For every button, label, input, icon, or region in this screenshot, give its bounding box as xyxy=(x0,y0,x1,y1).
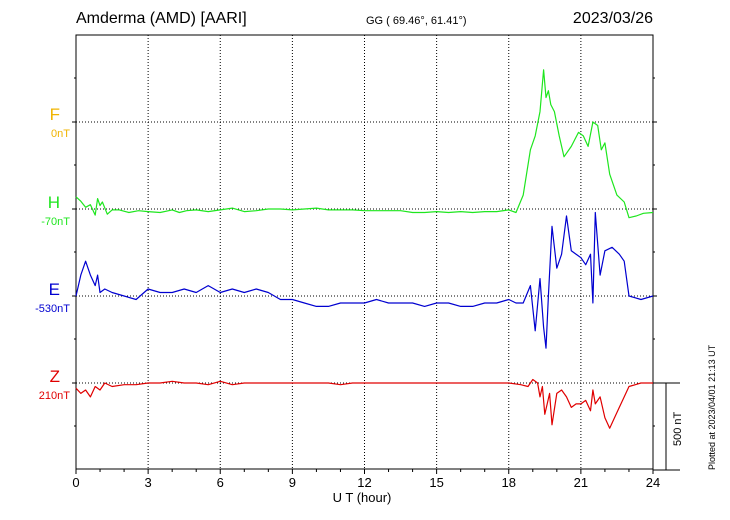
channel-name-f: F xyxy=(49,105,60,124)
channel-name-e: E xyxy=(48,280,60,299)
channel-name-z: Z xyxy=(49,367,60,386)
series-trace-z xyxy=(75,378,653,429)
x-tick-label: 21 xyxy=(574,475,588,490)
x-tick-label: 24 xyxy=(646,475,660,490)
channel-name-h: H xyxy=(47,193,60,212)
x-tick-label: 12 xyxy=(357,475,371,490)
channel-offset-e: -530nT xyxy=(35,303,70,315)
channel-offset-f: 0nT xyxy=(51,128,70,140)
channel-offset-z: 210nT xyxy=(38,390,70,402)
series-trace-e xyxy=(75,211,654,349)
series-trace-h xyxy=(75,69,654,219)
station-name: Amderma (AMD) [AARI] xyxy=(76,10,247,27)
x-tick-label: 18 xyxy=(502,475,516,490)
x-tick-label: 15 xyxy=(429,475,443,490)
plotted-timestamp: Plotted at 2023/04/01 21:13 UT xyxy=(707,344,717,470)
scale-bar-label: 500 nT xyxy=(672,411,684,446)
x-tick-label: 9 xyxy=(289,475,296,490)
x-tick-label: 3 xyxy=(145,475,152,490)
x-tick-label: 0 xyxy=(72,475,79,490)
x-axis-label: U T (hour) xyxy=(332,490,392,505)
date-label: 2023/03/26 xyxy=(572,10,653,27)
x-tick-label: 6 xyxy=(217,475,224,490)
channel-offset-h: -70nT xyxy=(41,216,70,228)
geographic-coordinates: GG ( 69.46°, 61.41°) xyxy=(366,15,467,27)
